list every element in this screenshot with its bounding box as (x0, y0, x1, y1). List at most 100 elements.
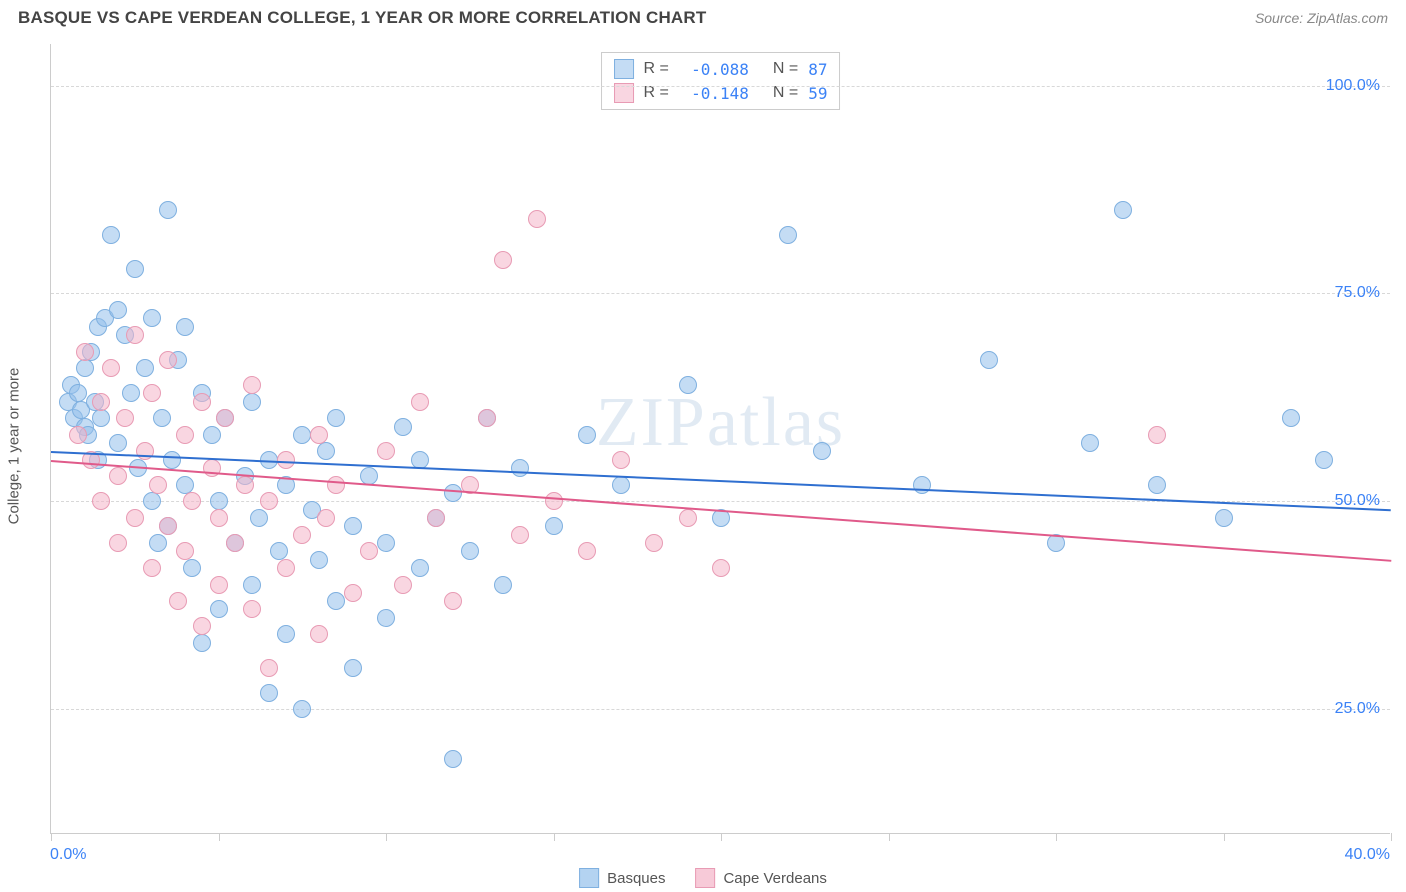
data-point (193, 617, 211, 635)
data-point (394, 418, 412, 436)
data-point (478, 409, 496, 427)
data-point (122, 384, 140, 402)
legend-series-label: Basques (607, 870, 665, 887)
y-tick-label: 100.0% (1326, 77, 1380, 95)
chart-header: BASQUE VS CAPE VERDEAN COLLEGE, 1 YEAR O… (0, 0, 1406, 32)
data-point (210, 600, 228, 618)
data-point (494, 251, 512, 269)
legend-stats: R =-0.088N =87R =-0.148N =59 (601, 52, 841, 110)
data-point (427, 509, 445, 527)
data-point (344, 584, 362, 602)
data-point (92, 393, 110, 411)
data-point (143, 384, 161, 402)
data-point (679, 509, 697, 527)
data-point (69, 426, 87, 444)
data-point (126, 509, 144, 527)
x-tick (721, 833, 722, 841)
data-point (109, 534, 127, 552)
watermark: ZIPatlas (596, 383, 845, 463)
data-point (444, 592, 462, 610)
data-point (176, 476, 194, 494)
data-point (183, 492, 201, 510)
data-point (176, 426, 194, 444)
data-point (645, 534, 663, 552)
data-point (327, 476, 345, 494)
data-point (193, 393, 211, 411)
data-point (411, 559, 429, 577)
data-point (360, 542, 378, 560)
data-point (109, 467, 127, 485)
data-point (136, 442, 154, 460)
data-point (377, 609, 395, 627)
y-axis-title: College, 1 year or more (6, 368, 23, 525)
data-point (310, 426, 328, 444)
legend-series-item: Cape Verdeans (695, 868, 826, 888)
legend-n-value: 87 (808, 60, 827, 79)
data-point (159, 201, 177, 219)
data-point (317, 442, 335, 460)
data-point (149, 534, 167, 552)
legend-series: Basques Cape Verdeans (579, 868, 827, 888)
x-tick (1224, 833, 1225, 841)
data-point (169, 592, 187, 610)
data-point (116, 409, 134, 427)
data-point (243, 600, 261, 618)
data-point (143, 492, 161, 510)
legend-swatch (614, 59, 634, 79)
data-point (76, 359, 94, 377)
chart-title: BASQUE VS CAPE VERDEAN COLLEGE, 1 YEAR O… (18, 8, 706, 28)
x-tick (51, 833, 52, 841)
y-tick-label: 75.0% (1335, 284, 1380, 302)
data-point (176, 318, 194, 336)
data-point (1148, 476, 1166, 494)
data-point (143, 309, 161, 327)
data-point (92, 409, 110, 427)
data-point (163, 451, 181, 469)
data-point (511, 526, 529, 544)
data-point (1081, 434, 1099, 452)
legend-stat-row: R =-0.088N =87 (614, 57, 828, 81)
data-point (92, 492, 110, 510)
data-point (210, 509, 228, 527)
data-point (260, 492, 278, 510)
data-point (126, 326, 144, 344)
data-point (293, 700, 311, 718)
legend-swatch (579, 868, 599, 888)
data-point (277, 451, 295, 469)
data-point (327, 592, 345, 610)
data-point (153, 409, 171, 427)
data-point (159, 517, 177, 535)
data-point (210, 576, 228, 594)
data-point (260, 684, 278, 702)
data-point (679, 376, 697, 394)
data-point (293, 426, 311, 444)
data-point (183, 559, 201, 577)
data-point (444, 750, 462, 768)
x-tick (889, 833, 890, 841)
data-point (377, 534, 395, 552)
data-point (250, 509, 268, 527)
data-point (1282, 409, 1300, 427)
data-point (243, 376, 261, 394)
data-point (1114, 201, 1132, 219)
data-point (1148, 426, 1166, 444)
data-point (216, 409, 234, 427)
scatter-chart: ZIPatlas R =-0.088N =87R =-0.148N =59 25… (50, 44, 1390, 834)
data-point (176, 542, 194, 560)
data-point (612, 451, 630, 469)
data-point (712, 559, 730, 577)
data-point (76, 343, 94, 361)
legend-r-label: R = (644, 84, 669, 102)
data-point (528, 210, 546, 228)
x-tick (554, 833, 555, 841)
x-tick (386, 833, 387, 841)
data-point (1315, 451, 1333, 469)
data-point (578, 426, 596, 444)
legend-series-label: Cape Verdeans (723, 870, 826, 887)
data-point (612, 476, 630, 494)
data-point (310, 551, 328, 569)
data-point (243, 576, 261, 594)
data-point (293, 526, 311, 544)
data-point (270, 542, 288, 560)
legend-swatch (695, 868, 715, 888)
